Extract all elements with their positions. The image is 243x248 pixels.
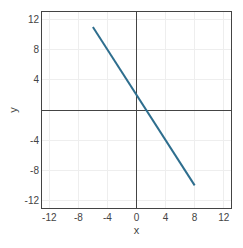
- svg-text:4: 4: [33, 74, 39, 85]
- svg-text:-4: -4: [103, 212, 112, 223]
- svg-text:-8: -8: [30, 165, 39, 176]
- svg-text:-12: -12: [25, 195, 40, 206]
- svg-text:0: 0: [134, 212, 140, 223]
- svg-text:8: 8: [192, 212, 198, 223]
- svg-text:12: 12: [28, 14, 40, 25]
- svg-text:y: y: [7, 107, 19, 113]
- svg-text:-12: -12: [42, 212, 57, 223]
- svg-text:x: x: [134, 224, 140, 236]
- svg-text:8: 8: [33, 44, 39, 55]
- svg-text:-4: -4: [30, 135, 39, 146]
- svg-text:12: 12: [218, 212, 230, 223]
- svg-text:4: 4: [163, 212, 169, 223]
- svg-text:-8: -8: [74, 212, 83, 223]
